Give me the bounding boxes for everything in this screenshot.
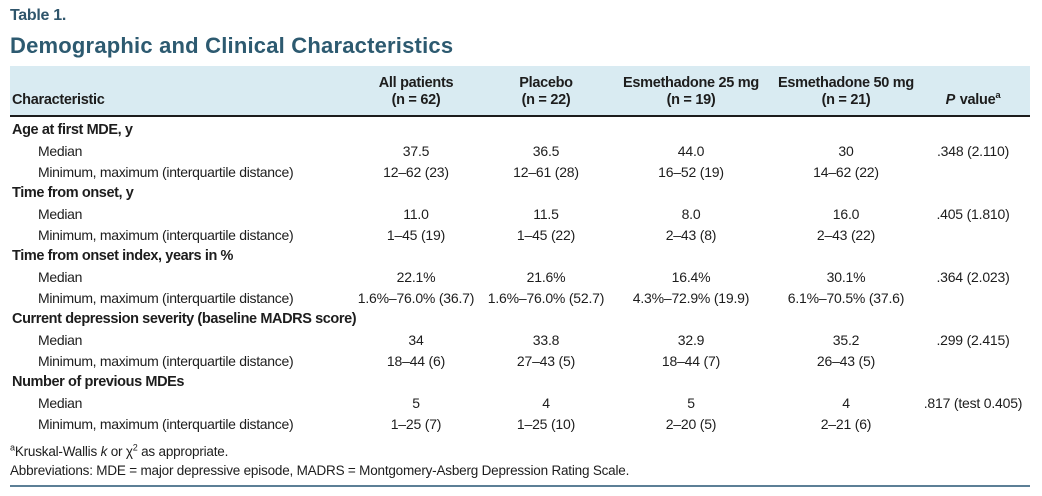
- cell-p-value: [916, 162, 1030, 183]
- cell-esmethadone-50: 30: [838, 143, 854, 159]
- table-data-row: Minimum, maximum (interquartile distance…: [10, 288, 1030, 309]
- cell-placebo: 11.5: [533, 206, 559, 222]
- characteristics-table: Characteristic All patients (n = 62) Pla…: [10, 66, 1030, 435]
- cell-esmethadone-50: 16.0: [832, 206, 860, 222]
- group-label: Current depression severity (baseline MA…: [12, 311, 357, 327]
- row-label: Minimum, maximum (interquartile distance…: [38, 416, 294, 432]
- table-group-row: Current depression severity (baseline MA…: [10, 309, 1030, 330]
- cell-all-patients: 12–62 (23): [383, 164, 449, 180]
- row-label: Median: [38, 206, 83, 222]
- cell-all-patients: 5: [412, 395, 420, 411]
- cell-esmethadone-50: 6.1%–70.5% (37.6): [787, 290, 905, 306]
- row-label: Median: [38, 143, 83, 159]
- row-label: Minimum, maximum (interquartile distance…: [38, 227, 294, 243]
- cell-all-patients: 11.0: [403, 206, 429, 222]
- cell-p-value: [916, 414, 1030, 435]
- table-data-row: Median 11.0 11.5 8.0 16.0 .405 (1.810): [10, 204, 1030, 225]
- page-title: Demographic and Clinical Characteristics: [10, 33, 454, 58]
- cell-all-patients: 1–45 (19): [386, 227, 446, 243]
- table-data-row: Median 22.1% 21.6% 16.4% 30.1% .364 (2.0…: [10, 267, 1030, 288]
- cell-placebo: 1.6%–76.0% (52.7): [487, 290, 605, 306]
- cell-all-patients: 37.5: [402, 143, 430, 159]
- cell-esmethadone-50: 35.2: [832, 332, 860, 348]
- col-header-p-value: P valuea: [916, 66, 1030, 117]
- row-label: Median: [38, 332, 83, 348]
- cell-placebo: 21.6%: [526, 269, 566, 285]
- cell-esmethadone-25: 44.0: [677, 143, 705, 159]
- cell-placebo: 36.5: [532, 143, 560, 159]
- group-label: Time from onset, y: [12, 185, 134, 201]
- group-label: Age at first MDE, y: [12, 122, 133, 138]
- cell-all-patients: 1.6%–76.0% (36.7): [357, 290, 475, 306]
- table-footnotes: aKruskal-Wallis k or χ2 as appropriate. …: [10, 442, 1030, 480]
- cell-esmethadone-25: 2–43 (8): [665, 227, 717, 243]
- cell-esmethadone-25: 16–52 (19): [658, 164, 724, 180]
- cell-placebo: 1–45 (22): [516, 227, 576, 243]
- table-data-row: Minimum, maximum (interquartile distance…: [10, 225, 1030, 246]
- col-header-esmethadone-25: Esmethadone 25 mg (n = 19): [606, 66, 776, 117]
- cell-placebo: 12–61 (28): [513, 164, 579, 180]
- bottom-rule: [10, 485, 1030, 487]
- cell-placebo: 4: [542, 395, 550, 411]
- cell-esmethadone-50: 2–43 (22): [816, 227, 876, 243]
- table-data-row: Minimum, maximum (interquartile distance…: [10, 414, 1030, 435]
- row-label: Minimum, maximum (interquartile distance…: [38, 164, 294, 180]
- cell-esmethadone-50: 4: [842, 395, 850, 411]
- cell-esmethadone-25: 18–44 (7): [661, 353, 721, 369]
- cell-esmethadone-50: 26–43 (5): [816, 353, 876, 369]
- row-label: Minimum, maximum (interquartile distance…: [38, 353, 294, 369]
- cell-esmethadone-50: 14–62 (22): [813, 164, 879, 180]
- cell-esmethadone-50: 30.1%: [826, 269, 866, 285]
- cell-p-value: .405 (1.810): [936, 206, 1010, 222]
- cell-esmethadone-25: 5: [687, 395, 695, 411]
- col-header-all-patients: All patients (n = 62): [346, 66, 486, 117]
- cell-esmethadone-25: 4.3%–72.9% (19.9): [632, 290, 750, 306]
- cell-esmethadone-25: 8.0: [681, 206, 701, 222]
- cell-all-patients: 18–44 (6): [386, 353, 446, 369]
- cell-esmethadone-25: 32.9: [677, 332, 705, 348]
- table-header-row: Characteristic All patients (n = 62) Pla…: [10, 66, 1030, 117]
- table-data-row: Median 37.5 36.5 44.0 30 .348 (2.110): [10, 141, 1030, 162]
- cell-all-patients: 34: [408, 332, 424, 348]
- cell-placebo: 1–25 (10): [516, 416, 576, 432]
- cell-p-value: [916, 225, 1030, 246]
- table-group-row: Time from onset, y: [10, 183, 1030, 204]
- row-label: Minimum, maximum (interquartile distance…: [38, 290, 294, 306]
- col-header-placebo: Placebo (n = 22): [486, 66, 606, 117]
- cell-p-value: .299 (2.415): [936, 332, 1010, 348]
- cell-p-value: .348 (2.110): [936, 143, 1010, 159]
- table-data-row: Minimum, maximum (interquartile distance…: [10, 351, 1030, 372]
- cell-esmethadone-25: 2–20 (5): [665, 416, 717, 432]
- table-header: Characteristic All patients (n = 62) Pla…: [10, 66, 1030, 117]
- table-data-row: Median 34 33.8 32.9 35.2 .299 (2.415): [10, 330, 1030, 351]
- table-group-row: Time from onset index, years in %: [10, 246, 1030, 267]
- table-data-row: Median 5 4 5 4 .817 (test 0.405): [10, 393, 1030, 414]
- col-header-characteristic: Characteristic: [10, 66, 346, 117]
- cell-p-value: .817 (test 0.405): [923, 395, 1023, 411]
- footnote-abbreviations: Abbreviations: MDE = major depressive ep…: [10, 463, 630, 478]
- table-group-row: Number of previous MDEs: [10, 372, 1030, 393]
- cell-all-patients: 1–25 (7): [390, 416, 442, 432]
- cell-p-value: .364 (2.023): [936, 269, 1010, 285]
- row-label: Median: [38, 269, 83, 285]
- col-header-esmethadone-50: Esmethadone 50 mg (n = 21): [776, 66, 916, 117]
- cell-p-value: [916, 351, 1030, 372]
- cell-esmethadone-25: 16.4%: [671, 269, 711, 285]
- cell-all-patients: 22.1%: [396, 269, 436, 285]
- cell-placebo: 33.8: [532, 332, 560, 348]
- cell-esmethadone-50: 2–21 (6): [820, 416, 872, 432]
- footnote-stats: aKruskal-Wallis k or χ2 as appropriate.: [10, 442, 229, 459]
- group-label: Number of previous MDEs: [12, 374, 185, 390]
- table-group-row: Age at first MDE, y: [10, 116, 1030, 141]
- row-label: Median: [38, 395, 83, 411]
- table-data-row: Minimum, maximum (interquartile distance…: [10, 162, 1030, 183]
- group-label: Time from onset index, years in %: [12, 248, 234, 264]
- cell-p-value: [916, 288, 1030, 309]
- cell-placebo: 27–43 (5): [516, 353, 576, 369]
- table-body: Age at first MDE, y Median 37.5 36.5 44.…: [10, 116, 1030, 435]
- table-label: Table 1.: [10, 7, 66, 24]
